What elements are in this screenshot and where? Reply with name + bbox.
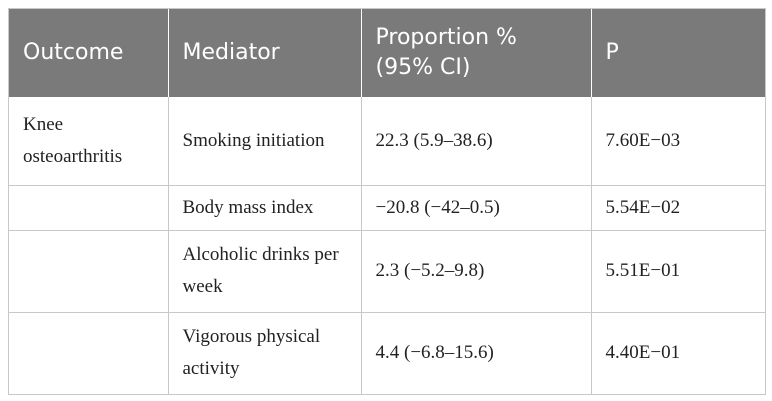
header-outcome: Outcome bbox=[9, 9, 169, 97]
cell-mediator: Smoking initiation bbox=[168, 97, 362, 186]
cell-proportion: 4.4 (−6.8–15.6) bbox=[361, 312, 592, 394]
header-mediator: Mediator bbox=[168, 9, 362, 97]
table-row: Vigorous physical activity 4.4 (−6.8–15.… bbox=[9, 312, 765, 394]
table-header: Outcome Mediator Proportion % (95% CI) P bbox=[9, 9, 765, 97]
mediation-table: Outcome Mediator Proportion % (95% CI) P… bbox=[9, 9, 765, 394]
cell-mediator: Vigorous physical activity bbox=[168, 312, 362, 394]
cell-p: 5.54E−02 bbox=[591, 185, 765, 231]
cell-p: 5.51E−01 bbox=[591, 230, 765, 313]
table-row: Body mass index −20.8 (−42–0.5) 5.54E−02 bbox=[9, 185, 765, 231]
cell-mediator: Body mass index bbox=[168, 185, 362, 231]
table-row: Alcoholic drinks per week 2.3 (−5.2–9.8)… bbox=[9, 230, 765, 313]
table-row: Knee osteoarthritis Smoking initiation 2… bbox=[9, 97, 765, 186]
cell-p: 4.40E−01 bbox=[605, 342, 681, 364]
cell-proportion: 22.3 (5.9–38.6) bbox=[361, 97, 592, 186]
cell-outcome: Knee osteoarthritis bbox=[9, 97, 169, 186]
header-p: P bbox=[591, 9, 765, 97]
cell-proportion: −20.8 (−42–0.5) bbox=[361, 185, 592, 231]
cell-outcome bbox=[9, 230, 169, 313]
header-proportion: Proportion % (95% CI) bbox=[361, 9, 592, 97]
cell-outcome bbox=[9, 312, 169, 394]
mediation-table-container: Outcome Mediator Proportion % (95% CI) P… bbox=[8, 8, 766, 395]
table-body: Knee osteoarthritis Smoking initiation 2… bbox=[9, 97, 765, 394]
header-row: Outcome Mediator Proportion % (95% CI) P bbox=[9, 9, 765, 97]
cell-mediator: Alcoholic drinks per week bbox=[168, 230, 362, 313]
cell-p: 7.60E−03 bbox=[591, 97, 765, 186]
cell-outcome bbox=[9, 185, 169, 231]
cell-proportion: 2.3 (−5.2–9.8) bbox=[361, 230, 592, 313]
